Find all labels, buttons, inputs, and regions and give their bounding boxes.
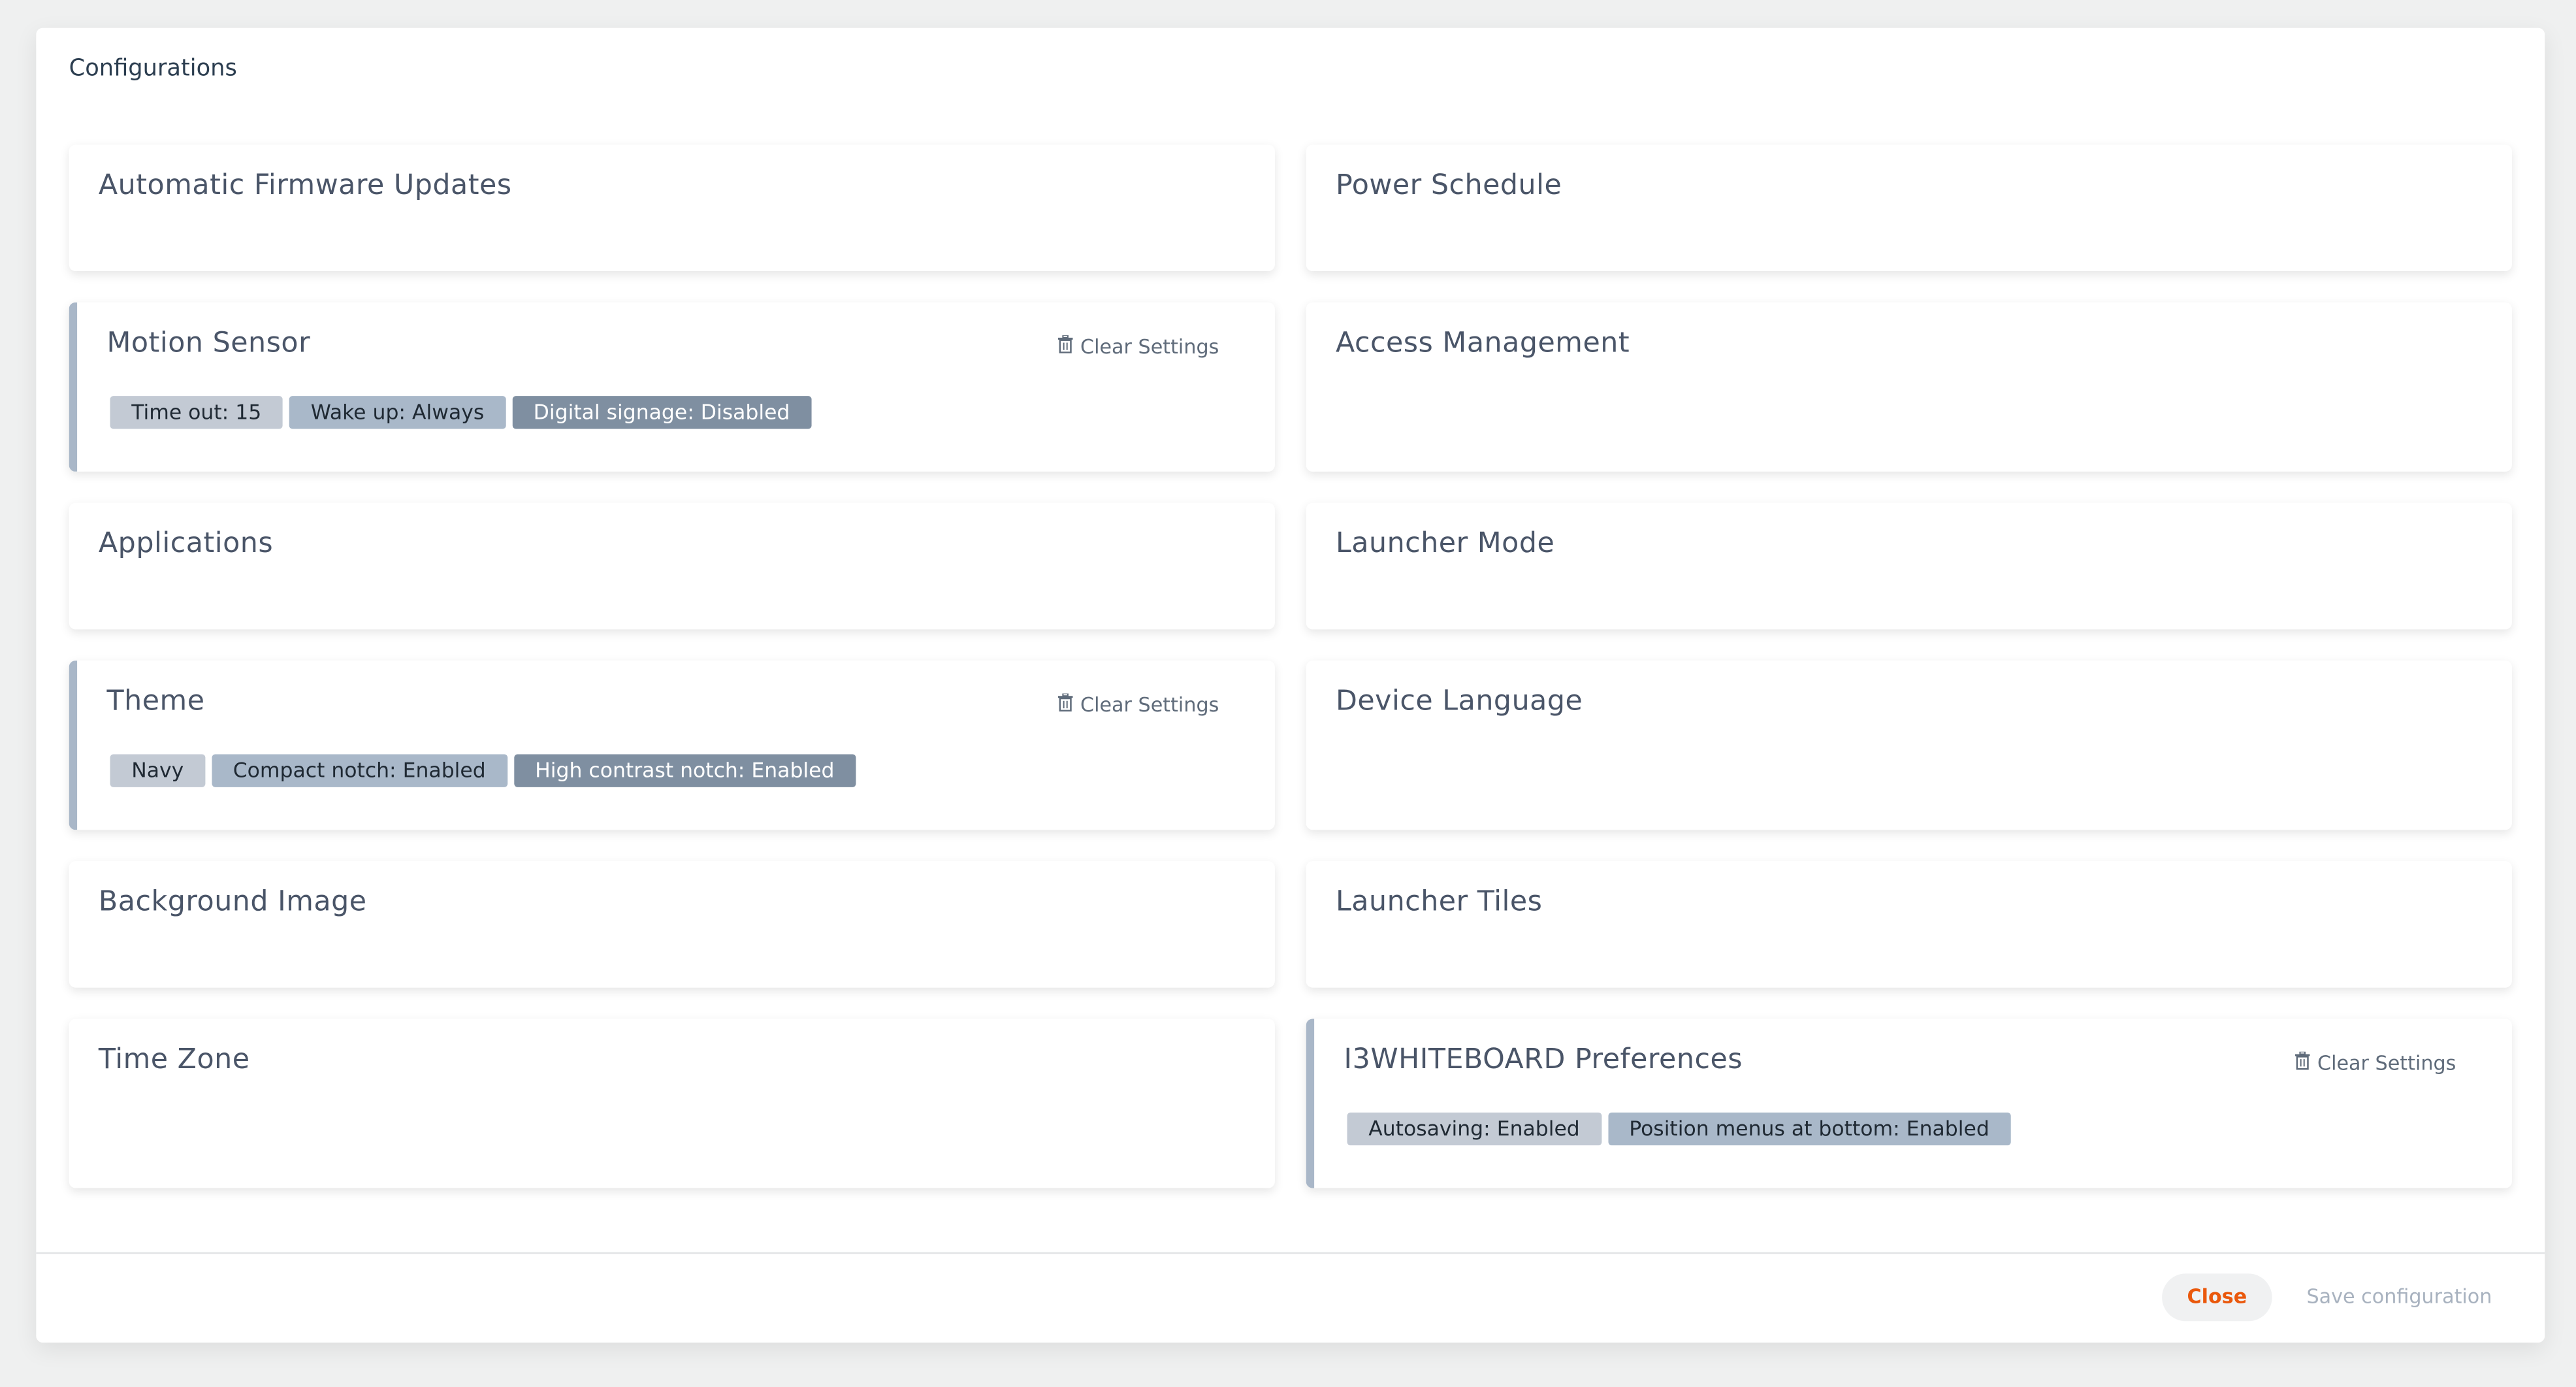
config-card-launcher-tiles[interactable]: Launcher Tiles: [1306, 861, 2512, 988]
config-card-access-management[interactable]: Access Management: [1306, 302, 2512, 472]
trash-icon: [2294, 1051, 2310, 1075]
footer-divider: [36, 1252, 2545, 1254]
setting-chip: Time out: 15: [110, 396, 283, 429]
clear-settings-label: Clear Settings: [1080, 693, 1219, 717]
configurations-dialog: Configurations Automatic Firmware Update…: [36, 27, 2545, 1343]
setting-chip: Wake up: Always: [289, 396, 506, 429]
setting-chip: Compact notch: Enabled: [212, 754, 507, 787]
clear-settings-button[interactable]: Clear Settings: [1057, 693, 1219, 717]
setting-chip: High contrast notch: Enabled: [513, 754, 856, 787]
config-card-theme[interactable]: Theme Clear Settings Navy Compact notch: En…: [69, 661, 1275, 830]
setting-chip: Digital signage: Disabled: [511, 396, 812, 429]
config-card-motion-sensor[interactable]: Motion Sensor Clear Settings Time out: 15 W…: [69, 302, 1275, 472]
card-title: Automatic Firmware Updates: [98, 169, 512, 203]
card-title: Applications: [98, 527, 274, 561]
config-card-i3whiteboard-preferences[interactable]: I3WHITEBOARD Preferences Clear Settings Au…: [1306, 1019, 2512, 1188]
setting-chip: Navy: [110, 754, 205, 787]
setting-chip: Autosaving: Enabled: [1347, 1112, 1602, 1146]
card-title: Background Image: [98, 885, 367, 919]
card-title: Time Zone: [98, 1043, 250, 1077]
settings-chips: Time out: 15 Wake up: Always Digital signa…: [110, 396, 812, 429]
config-card-applications[interactable]: Applications: [69, 502, 1275, 630]
setting-chip: Position menus at bottom: Enabled: [1607, 1112, 2011, 1146]
card-title: Launcher Mode: [1335, 527, 1555, 561]
card-title: Launcher Tiles: [1335, 885, 1543, 919]
save-configuration-button[interactable]: Save configuration: [2306, 1284, 2492, 1309]
settings-chips: Navy Compact notch: Enabled High contrast …: [110, 754, 856, 787]
config-card-device-language[interactable]: Device Language: [1306, 661, 2512, 830]
config-card-automatic-firmware-updates[interactable]: Automatic Firmware Updates: [69, 144, 1275, 272]
trash-icon: [1057, 693, 1072, 716]
card-title: Access Management: [1335, 327, 1630, 360]
card-title: Motion Sensor: [106, 327, 311, 360]
config-card-time-zone[interactable]: Time Zone: [69, 1019, 1275, 1188]
card-title: Device Language: [1335, 685, 1583, 719]
clear-settings-label: Clear Settings: [1080, 335, 1219, 359]
settings-chips: Autosaving: Enabled Position menus at bot…: [1347, 1112, 2011, 1146]
config-card-background-image[interactable]: Background Image: [69, 861, 1275, 988]
trash-icon: [1057, 335, 1072, 358]
config-card-power-schedule[interactable]: Power Schedule: [1306, 144, 2512, 272]
clear-settings-label: Clear Settings: [2317, 1051, 2456, 1075]
card-title: Power Schedule: [1335, 169, 1562, 203]
dialog-title: Configurations: [69, 56, 237, 82]
clear-settings-button[interactable]: Clear Settings: [2294, 1051, 2456, 1075]
card-title: I3WHITEBOARD Preferences: [1344, 1043, 1743, 1077]
card-title: Theme: [106, 685, 205, 719]
clear-settings-button[interactable]: Clear Settings: [1057, 335, 1219, 358]
config-card-launcher-mode[interactable]: Launcher Mode: [1306, 502, 2512, 630]
close-button[interactable]: Close: [2162, 1273, 2272, 1322]
